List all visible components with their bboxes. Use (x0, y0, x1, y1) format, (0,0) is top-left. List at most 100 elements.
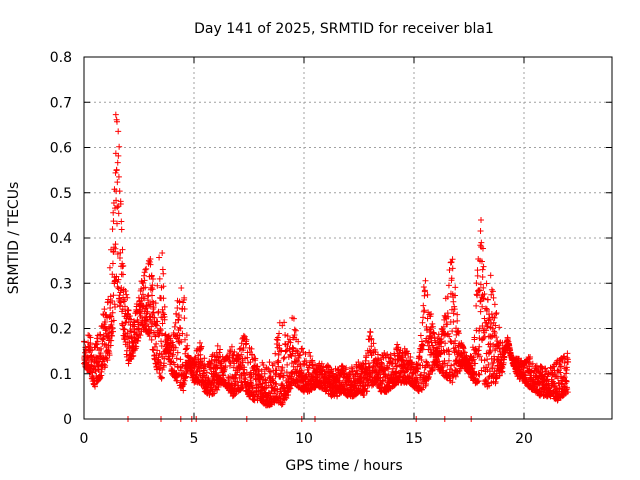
data-point (113, 197, 120, 204)
data-point (278, 381, 285, 388)
data-point (428, 311, 435, 318)
data-point (201, 355, 208, 362)
data-point (564, 385, 571, 392)
data-point (420, 308, 427, 315)
data-point (116, 188, 123, 195)
data-point (479, 295, 486, 302)
data-point (174, 305, 181, 312)
data-point (115, 210, 122, 217)
data-point (479, 245, 486, 252)
data-point (438, 338, 445, 345)
data-point (481, 315, 488, 322)
data-point (475, 347, 482, 354)
data-point (355, 359, 362, 366)
data-point (521, 372, 528, 379)
data-point (142, 266, 149, 273)
data-point (173, 355, 180, 362)
data-point (94, 338, 101, 345)
data-point (275, 351, 282, 358)
data-point (564, 389, 571, 396)
data-point (452, 373, 459, 380)
data-point (278, 347, 285, 354)
data-point (115, 128, 122, 135)
data-point (124, 335, 131, 342)
data-point (484, 296, 491, 303)
data-point (196, 339, 203, 346)
data-point (429, 320, 436, 327)
data-point (155, 332, 162, 339)
data-point (148, 284, 155, 291)
data-point (244, 354, 251, 361)
data-point (159, 330, 166, 337)
data-point (563, 378, 570, 385)
data-point (148, 272, 155, 279)
data-point (177, 356, 184, 363)
data-point (445, 330, 452, 337)
data-point (434, 345, 441, 352)
data-point (488, 334, 495, 341)
data-point (557, 369, 564, 376)
data-point (475, 371, 482, 378)
data-point (174, 349, 181, 356)
data-point (394, 341, 401, 348)
data-point (116, 292, 123, 299)
data-point (141, 277, 148, 284)
data-point (148, 323, 155, 330)
data-point (110, 218, 117, 225)
data-point (307, 353, 314, 360)
data-point (291, 331, 298, 338)
data-point (270, 360, 277, 367)
data-point (421, 287, 428, 294)
data-point (274, 359, 281, 365)
data-point (562, 377, 569, 384)
data-point (114, 179, 121, 186)
data-point (109, 226, 116, 233)
data-point (118, 218, 125, 225)
data-point (153, 322, 160, 329)
data-point (325, 363, 332, 370)
data-point (92, 354, 99, 361)
data-point (423, 380, 430, 387)
data-point (227, 348, 234, 355)
data-point (119, 246, 126, 253)
data-point (135, 325, 142, 332)
data-point (275, 359, 282, 366)
data-point (112, 303, 119, 310)
data-point (367, 329, 374, 336)
data-point (158, 351, 165, 358)
data-point (405, 350, 412, 357)
data-point (110, 317, 117, 324)
data-point (287, 339, 294, 346)
data-point (445, 313, 452, 320)
data-point (111, 244, 118, 251)
data-point (276, 330, 283, 337)
data-point (491, 329, 498, 336)
data-point (364, 388, 371, 395)
data-point (493, 334, 500, 341)
data-point (109, 328, 116, 335)
data-point (449, 379, 456, 386)
data-point (419, 346, 426, 353)
data-point (183, 332, 190, 339)
data-point (151, 343, 158, 350)
data-point (112, 150, 119, 157)
data-point (156, 275, 163, 282)
data-point (155, 308, 162, 315)
data-point (129, 344, 136, 351)
data-point (484, 323, 491, 330)
data-point (279, 364, 286, 371)
data-point (454, 311, 461, 318)
data-point (288, 373, 295, 380)
data-point (87, 334, 94, 341)
data-point (552, 382, 559, 389)
data-point (493, 309, 500, 316)
data-point (109, 260, 116, 267)
data-point (248, 382, 255, 389)
data-point (354, 370, 361, 377)
data-point (113, 118, 120, 125)
data-point (296, 352, 303, 359)
data-point (254, 363, 261, 370)
data-point (299, 345, 306, 352)
data-point (141, 272, 148, 279)
